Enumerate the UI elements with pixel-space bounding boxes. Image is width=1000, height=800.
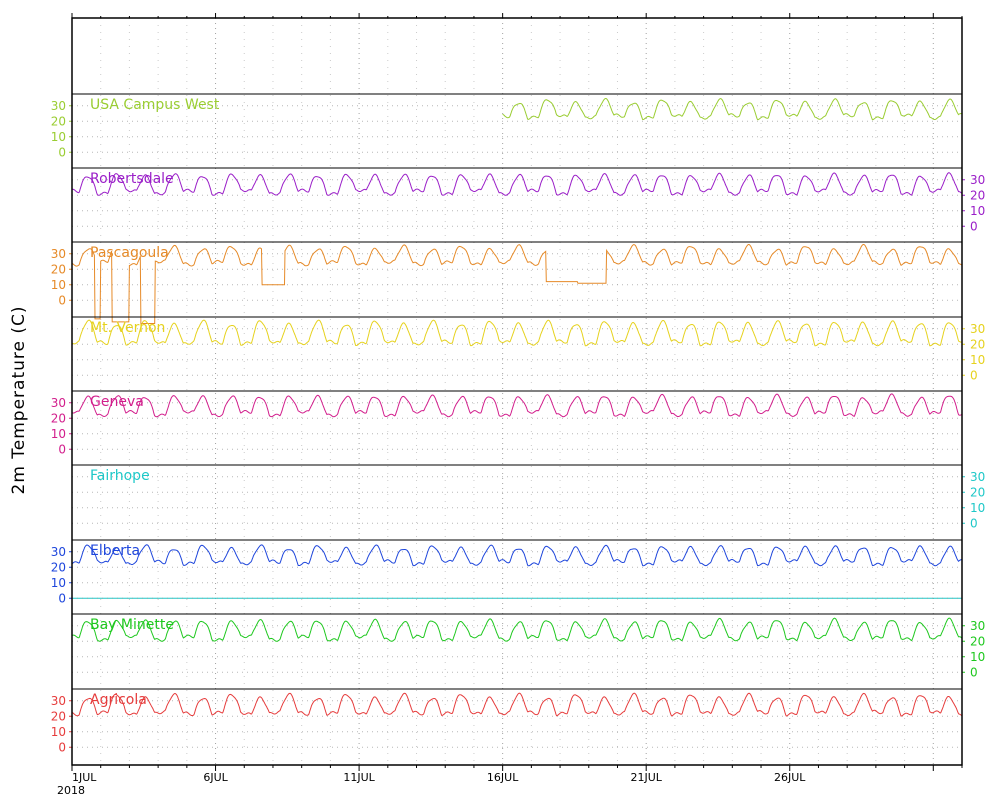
y-tick-label: 10: [51, 130, 66, 144]
plot-frame: [71, 17, 963, 766]
y-tick-label: 10: [51, 278, 66, 292]
station-label: Elberta: [90, 543, 140, 559]
series-line: [71, 319, 963, 347]
y-tick-label: 0: [970, 219, 978, 233]
y-tick-label: 10: [51, 427, 66, 441]
series-line: [71, 692, 963, 717]
series-line: [71, 172, 963, 196]
y-tick-label: 20: [51, 709, 66, 723]
station-label: Bay Minette: [90, 617, 174, 633]
station-label: Pascagoula: [90, 245, 169, 261]
y-tick-label: 10: [970, 353, 985, 367]
y-tick-label: 0: [58, 145, 66, 159]
x-tick-label: 1JUL: [72, 771, 97, 784]
y-tick-label: 0: [970, 516, 978, 530]
y-tick-label: 10: [51, 725, 66, 739]
series-line: [71, 244, 963, 324]
station-label: Robertsdale: [90, 171, 174, 187]
series-line: [71, 544, 963, 567]
x-tick-label: 26JUL: [774, 771, 806, 784]
y-tick-label: 20: [970, 485, 985, 499]
y-tick-label: 10: [51, 576, 66, 590]
y-tick-label: 0: [58, 591, 66, 605]
station-label: Geneva: [90, 394, 144, 410]
x-tick-label: 6JUL: [203, 771, 228, 784]
y-tick-label: 30: [51, 545, 66, 559]
x-tick-label: 11JUL: [343, 771, 375, 784]
y-tick-label: 20: [51, 262, 66, 276]
y-tick-label: 0: [970, 368, 978, 382]
year-label: 2018: [57, 784, 85, 797]
y-tick-label: 20: [970, 337, 985, 351]
series-line: [71, 393, 963, 418]
y-tick-label: 30: [970, 470, 985, 484]
y-tick-label: 0: [58, 293, 66, 307]
y-tick-label: 20: [970, 634, 985, 648]
plot-border: [71, 17, 963, 766]
station-label: Agricola: [90, 692, 147, 708]
y-tick-label: 30: [970, 619, 985, 633]
y-tick-label: 30: [51, 396, 66, 410]
y-tick-label: 10: [970, 501, 985, 515]
y-tick-label: 30: [970, 322, 985, 336]
series-line: [502, 98, 963, 121]
y-tick-label: 30: [51, 99, 66, 113]
x-tick-label: 21JUL: [630, 771, 662, 784]
y-tick-label: 20: [51, 411, 66, 425]
station-label: Fairhope: [90, 468, 150, 484]
station-label: USA Campus West: [90, 97, 220, 113]
y-tick-label: 0: [970, 665, 978, 679]
y-tick-label: 0: [58, 442, 66, 456]
y-tick-label: 20: [970, 188, 985, 202]
y-tick-label: 10: [970, 204, 985, 218]
station-label: Mt. Vernon: [90, 320, 165, 336]
y-tick-label: 20: [51, 560, 66, 574]
y-tick-label: 20: [51, 114, 66, 128]
x-tick-label: 16JUL: [487, 771, 519, 784]
y-tick-label: 30: [51, 247, 66, 261]
y-tick-label: 0: [58, 740, 66, 754]
y-axis-label: 2m Temperature (C): [9, 305, 29, 494]
y-tick-label: 30: [51, 694, 66, 708]
y-tick-label: 30: [970, 173, 985, 187]
y-tick-label: 10: [970, 650, 985, 664]
x-axis: 1JUL 6JUL 11JUL 16JUL 21JUL 26JUL: [71, 13, 963, 784]
series-line: [71, 617, 963, 642]
